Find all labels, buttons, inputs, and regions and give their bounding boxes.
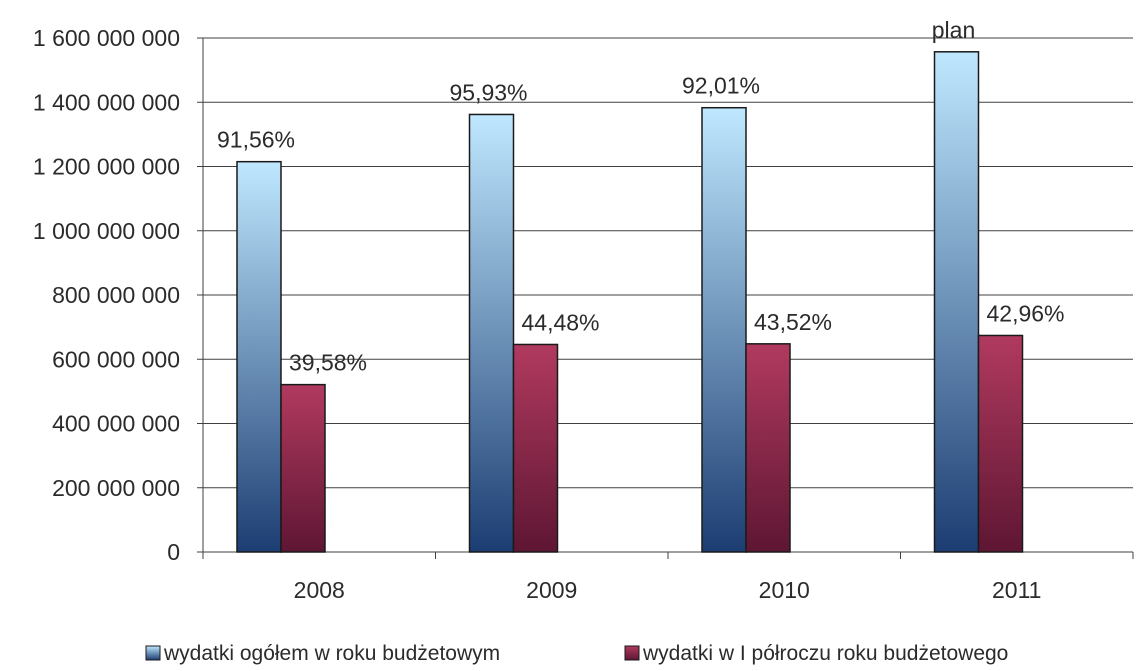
y-tick-label: 1 200 000 000 <box>33 154 180 180</box>
x-tick-label: 2011 <box>992 577 1041 603</box>
x-tick-label: 2009 <box>526 577 577 603</box>
legend-label-series1: wydatki ogółem w roku budżetowym <box>163 642 500 665</box>
bars <box>236 51 1024 553</box>
y-tick-label: 0 <box>167 539 180 565</box>
bar-series2-2011 <box>977 334 1024 553</box>
bar-series1-2008 <box>236 160 282 553</box>
data-label-series1-2009: 95,93% <box>449 79 527 105</box>
y-tick-label: 200 000 000 <box>52 475 180 501</box>
bar-series1-2010 <box>701 106 747 553</box>
bar-series2-2010 <box>745 343 791 553</box>
data-label-series2-2008: 39,58% <box>289 350 367 376</box>
y-tick-label: 800 000 000 <box>52 282 180 308</box>
grid-lines <box>203 37 1133 489</box>
y-tick-label: 1 600 000 000 <box>33 25 180 51</box>
data-label-series1-2010: 92,01% <box>682 73 760 99</box>
legend: wydatki ogółem w roku budżetowym wydatki … <box>145 642 1008 665</box>
data-label-series2-2010: 43,52% <box>754 309 832 335</box>
bar-series2-2008 <box>280 383 326 553</box>
data-label-series2-2009: 44,48% <box>522 309 600 335</box>
bar-series2-2009 <box>512 343 559 553</box>
legend-swatch-series1 <box>145 645 161 661</box>
data-label-series1-2008: 91,56% <box>217 127 295 153</box>
y-tick-label: 600 000 000 <box>52 346 180 372</box>
y-tick-label: 1 000 000 000 <box>33 218 180 244</box>
legend-swatch-series2 <box>624 645 640 661</box>
y-tick-label: 1 400 000 000 <box>33 89 180 115</box>
data-label-series2-2011: 42,96% <box>987 300 1065 326</box>
axes: 0 200 000 000 400 000 000 600 000 000 800 00… <box>33 25 1134 603</box>
legend-label-series2: wydatki w I półroczu roku budżetowego <box>642 642 1008 665</box>
bar-series1-2009 <box>468 113 515 553</box>
x-tick-label: 2010 <box>759 577 810 603</box>
bar-series1-2011 <box>933 51 980 553</box>
x-tick-label: 2008 <box>294 577 345 603</box>
y-tick-label: 400 000 000 <box>52 411 180 437</box>
data-label-series1-2011: plan <box>932 17 975 43</box>
data-labels: 91,56% 95,93% 92,01% plan 39,58% 44,48% 43,52%… <box>217 17 1065 376</box>
